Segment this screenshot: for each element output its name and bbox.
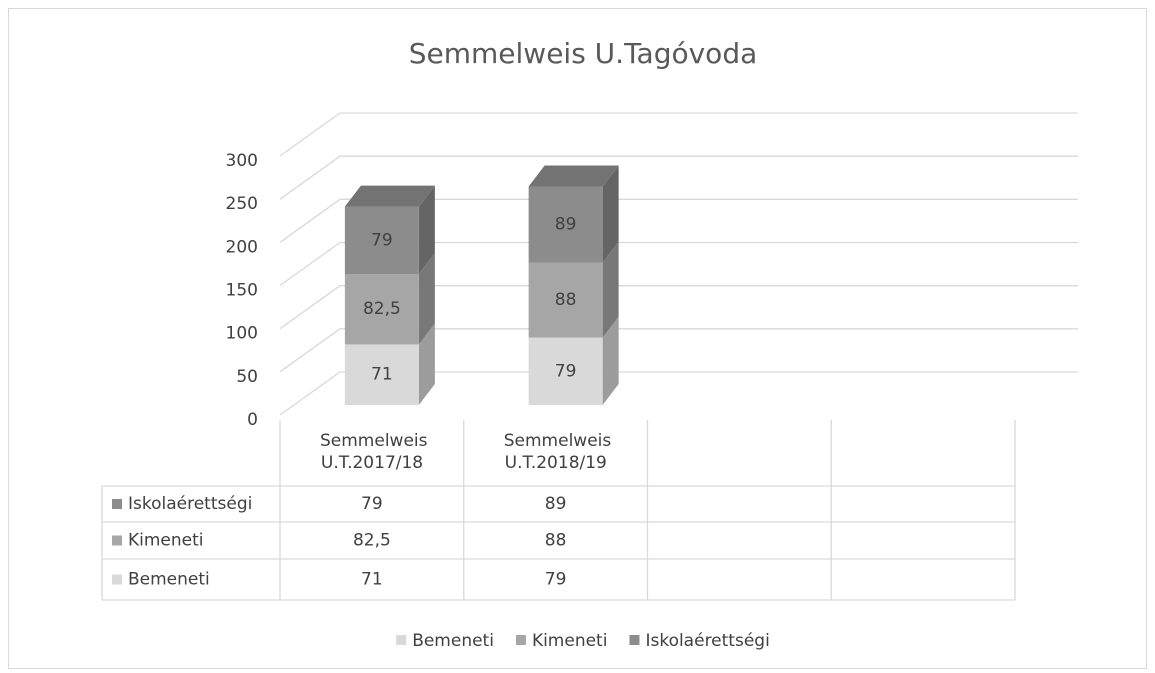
data-label: 79 xyxy=(555,361,577,381)
table-cell: 79 xyxy=(361,494,383,514)
table-swatch xyxy=(112,499,122,509)
legend-label: Kimeneti xyxy=(532,631,608,651)
grid-line xyxy=(279,155,1078,200)
bar-side xyxy=(418,253,435,345)
bar-side xyxy=(602,241,619,338)
y-tick-label: 250 xyxy=(226,194,258,214)
table-cell: 89 xyxy=(545,494,567,514)
table-row-label: Bemeneti xyxy=(128,570,210,590)
y-tick-label: 0 xyxy=(247,410,258,430)
data-label: 71 xyxy=(371,365,393,385)
table-cell: 88 xyxy=(545,531,567,551)
y-tick-label: 150 xyxy=(226,281,258,301)
chart-title: Semmelweis U.Tagóvoda xyxy=(409,37,758,70)
data-label: 89 xyxy=(555,215,577,235)
legend-label: Bemeneti xyxy=(412,631,494,651)
chart-border xyxy=(8,8,1147,669)
category-label: Semmelweis U.T.2018/19 xyxy=(503,431,612,473)
legend-swatch xyxy=(629,635,640,645)
y-tick-label: 50 xyxy=(236,367,258,387)
bar-side xyxy=(418,185,435,275)
bar xyxy=(344,344,419,405)
grid-line xyxy=(279,241,1078,287)
table-swatch xyxy=(112,574,122,585)
bar xyxy=(344,274,419,345)
bar-top xyxy=(344,185,435,207)
y-tick-label: 300 xyxy=(226,151,258,171)
grid-line xyxy=(279,112,1078,157)
table-cell: 79 xyxy=(545,570,567,590)
data-label: 88 xyxy=(555,290,577,310)
legend-swatch xyxy=(396,635,407,645)
table-cell: 71 xyxy=(361,570,383,590)
bar-top xyxy=(528,165,619,187)
bar xyxy=(528,337,603,405)
table-cell: 82,5 xyxy=(353,531,391,551)
bar xyxy=(528,186,603,263)
category-label: Semmelweis U.T.2017/18 xyxy=(320,431,428,473)
table-row-label: Kimeneti xyxy=(128,531,204,551)
table-swatch xyxy=(112,535,122,546)
data-label: 79 xyxy=(371,230,393,250)
legend-label: Iskolaérettségi xyxy=(645,631,769,651)
data-label: 82,5 xyxy=(363,299,401,319)
bar xyxy=(528,262,603,338)
bar-side xyxy=(602,165,619,263)
grid-line xyxy=(279,328,1078,373)
grid-line xyxy=(279,198,1078,243)
bar-side xyxy=(602,316,619,405)
y-tick-label: 200 xyxy=(226,237,258,257)
legend-swatch xyxy=(515,635,526,645)
table-row-label: Iskolaérettségi xyxy=(128,494,252,514)
bar xyxy=(344,206,419,275)
y-tick-label: 100 xyxy=(226,324,258,344)
grid-line xyxy=(279,285,1078,330)
grid-line xyxy=(279,371,1078,416)
bar-side xyxy=(418,323,435,405)
